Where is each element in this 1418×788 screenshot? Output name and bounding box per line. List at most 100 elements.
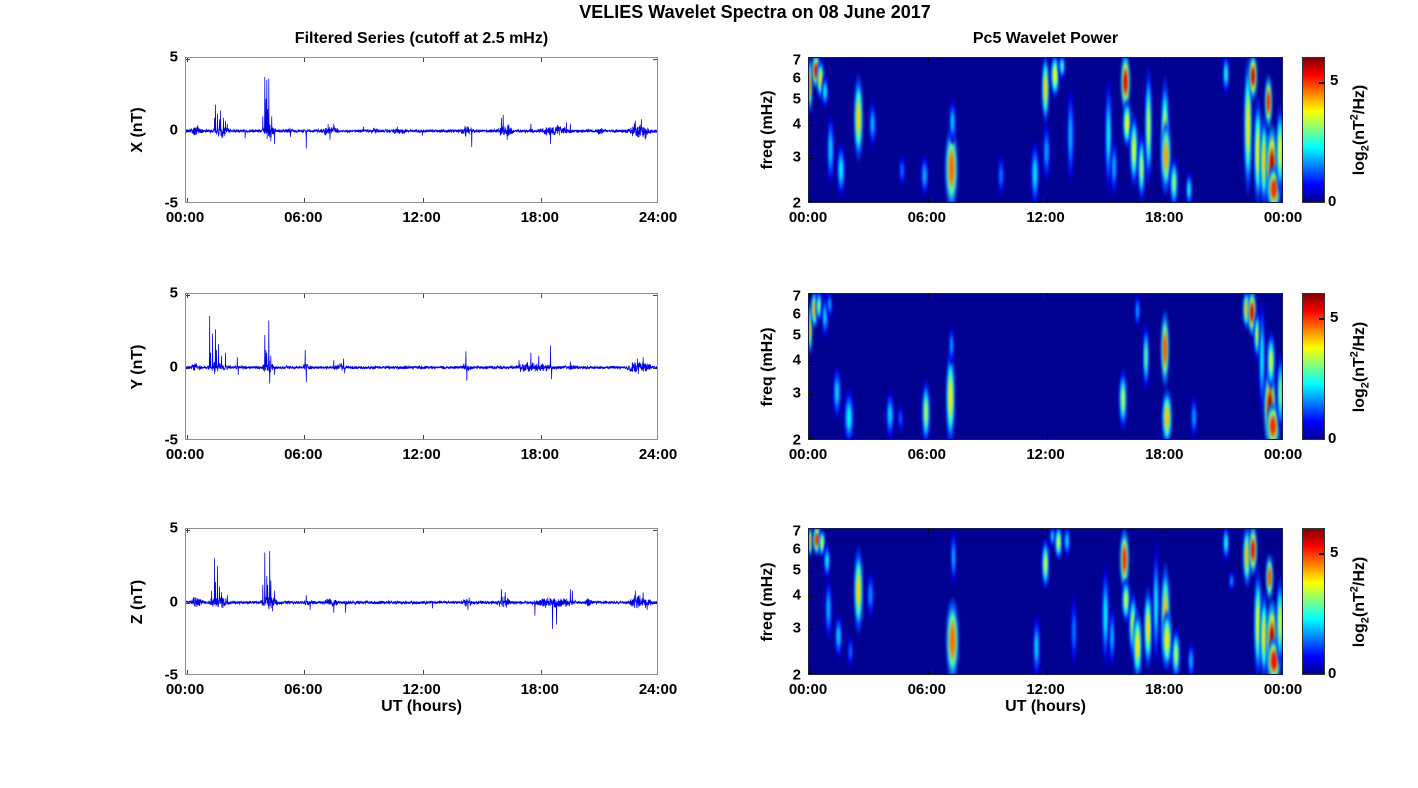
axis-tickmark bbox=[187, 198, 188, 202]
axis-tickmark bbox=[1046, 198, 1048, 202]
wavelet-power-feature bbox=[1161, 606, 1174, 674]
wavelet-power-feature bbox=[920, 151, 930, 200]
axis-tickmark bbox=[304, 435, 306, 439]
wavelet-power-feature bbox=[1160, 307, 1171, 391]
wavelet-power-feature bbox=[1259, 589, 1270, 674]
y-tick-label: -5 bbox=[164, 431, 178, 449]
axis-tickmark bbox=[810, 670, 811, 674]
wavelet-power-feature bbox=[1040, 58, 1051, 127]
axis-tickmark bbox=[540, 294, 542, 298]
colorbar-gradient bbox=[1302, 57, 1325, 203]
x-tick-label: 12:00 bbox=[1026, 209, 1065, 226]
wavelet-power-feature bbox=[822, 540, 831, 582]
axis-tickmark bbox=[422, 529, 424, 533]
wavelet-power-feature bbox=[1169, 154, 1180, 202]
axis-tickmark bbox=[809, 596, 813, 598]
freq-tick-label: 7 bbox=[792, 51, 801, 69]
wavelet-power-feature bbox=[1161, 386, 1174, 439]
wavelet-power-feature bbox=[1143, 583, 1154, 672]
x-tick-label: 06:00 bbox=[907, 209, 946, 226]
colorbar-tick-label: 5 bbox=[1330, 543, 1339, 561]
axis-tickmark bbox=[657, 529, 658, 533]
axis-tickmark bbox=[1046, 294, 1048, 298]
plot-area-timeseries-x bbox=[185, 57, 658, 203]
axis-tickmark bbox=[1046, 529, 1048, 533]
colorbar-gradient bbox=[1302, 528, 1325, 675]
wavelet-power-feature bbox=[824, 574, 834, 644]
wavelet-power-feature bbox=[1109, 134, 1118, 199]
wavelet-power-feature bbox=[847, 632, 855, 670]
wavelet-power-feature bbox=[834, 612, 844, 662]
colorbar-tickmark bbox=[1319, 553, 1324, 556]
axis-tickmark bbox=[657, 294, 658, 298]
wavelet-power-feature bbox=[831, 363, 842, 423]
axis-tickmark bbox=[422, 58, 424, 62]
x-tick-label: 12:00 bbox=[1026, 446, 1065, 463]
axis-tickmark bbox=[422, 294, 424, 298]
wavelet-power-feature bbox=[1243, 58, 1254, 201]
y-tick-label: 0 bbox=[169, 593, 178, 610]
wavelet-power-feature bbox=[817, 529, 826, 560]
wavelet-power-feature bbox=[853, 71, 864, 166]
x-tick-label: 00:00 bbox=[788, 209, 828, 226]
wavelet-power-feature bbox=[1070, 590, 1079, 671]
freq-tick-label: 6 bbox=[792, 540, 801, 558]
wavelet-power-feature bbox=[944, 123, 959, 202]
wavelet-power-feature bbox=[1221, 58, 1230, 97]
wavelet-power-feature bbox=[1117, 366, 1128, 432]
wavelet-power-feature bbox=[810, 58, 821, 90]
axis-tickmark bbox=[1046, 435, 1048, 439]
axis-tickmark bbox=[304, 529, 306, 533]
x-tick-label: 24:00 bbox=[638, 446, 678, 463]
axis-tickmark bbox=[653, 674, 657, 675]
freq-tick-label: 5 bbox=[792, 90, 801, 108]
wavelet-power-feature bbox=[1263, 72, 1273, 132]
colorbar-tick-label: 0 bbox=[1328, 430, 1337, 447]
freq-tick-label: 2 bbox=[792, 194, 801, 212]
axis-tickmark bbox=[186, 674, 190, 675]
wavelet-power-feature bbox=[949, 529, 957, 588]
x-tick-label: 06:00 bbox=[907, 681, 946, 698]
freq-tick-label: 4 bbox=[792, 115, 801, 133]
wavelet-power-feature bbox=[809, 58, 814, 117]
x-tick-label: 12:00 bbox=[1026, 681, 1065, 698]
axis-tickmark bbox=[657, 435, 658, 439]
x-tick-label: 00:00 bbox=[165, 681, 205, 698]
wavelet-panel-x: Pc5 Wavelet Power freq (mHz) 7 6 5 4 3 2 00:00… bbox=[759, 30, 1303, 226]
wavelet-power-feature bbox=[920, 376, 931, 439]
wavelet-power-feature bbox=[1120, 575, 1131, 626]
wavelet-panel-z: freq (mHz) 7 6 5 4 3 2 00:00 06:00 12:00 18:00 00:… bbox=[759, 522, 1303, 698]
wavelet-power-feature bbox=[1259, 112, 1270, 202]
axis-tickmark bbox=[810, 435, 811, 439]
freq-tick-label: 3 bbox=[792, 619, 801, 637]
wavelet-power-feature bbox=[947, 323, 956, 367]
wavelet-power-feature bbox=[996, 151, 1006, 200]
axis-tickmark bbox=[927, 58, 929, 62]
x-tick-label: 00:00 bbox=[1263, 446, 1303, 463]
y-tick-label: 0 bbox=[169, 121, 178, 139]
freq-tick-label: 4 bbox=[792, 351, 801, 369]
x-tick-label: 06:00 bbox=[284, 681, 323, 698]
x-tick-label: 18:00 bbox=[1145, 681, 1184, 698]
x-tick-label: 06:00 bbox=[907, 446, 946, 463]
wavelet-power-feature bbox=[898, 152, 906, 189]
axis-tickmark bbox=[809, 439, 813, 440]
x-tick-label: 18:00 bbox=[520, 446, 559, 463]
wavelet-power-feature bbox=[1248, 529, 1259, 578]
colorbar-tickmark bbox=[1319, 318, 1324, 321]
timeseries-panel-z: Z (nT) 5 0 -5 00:00 06:00 12:00 18:00 24:00 bbox=[129, 519, 678, 699]
wavelet-power-feature bbox=[1032, 612, 1042, 674]
wavelet-power-feature bbox=[1185, 168, 1193, 202]
axis-tickmark bbox=[187, 58, 188, 62]
freq-tick-label: 6 bbox=[792, 69, 801, 87]
axis-tickmark bbox=[657, 58, 658, 62]
axis-tickmark bbox=[810, 198, 811, 202]
wavelet-power-feature bbox=[1187, 640, 1195, 674]
wavelet-power-feature bbox=[809, 529, 814, 559]
wavelet-power-feature bbox=[1275, 573, 1282, 672]
plot-area-timeseries-z bbox=[185, 528, 658, 675]
axis-tickmark bbox=[540, 435, 542, 439]
x-tick-label: 18:00 bbox=[520, 681, 559, 698]
wavelet-power-feature bbox=[1275, 102, 1282, 201]
y-tick-label: 5 bbox=[169, 519, 178, 537]
